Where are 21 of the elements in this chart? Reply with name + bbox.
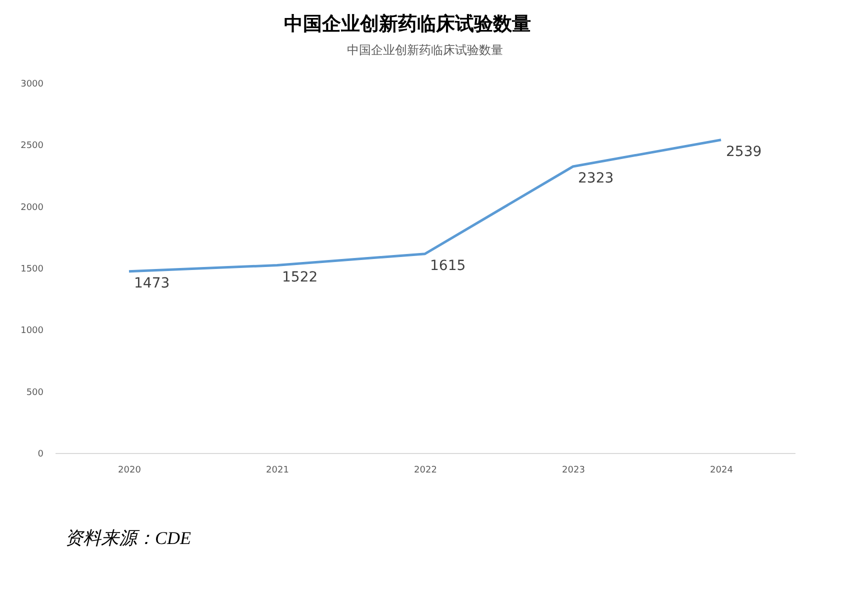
x-tick-label: 2022 [414, 466, 437, 476]
y-tick-label: 2500 [20, 141, 44, 152]
data-label: 1473 [134, 275, 170, 292]
y-tick-label: 0 [38, 450, 44, 460]
x-tick-label: 2020 [118, 466, 142, 476]
y-tick-label: 1000 [20, 326, 44, 336]
x-tick-label: 2023 [562, 466, 585, 476]
text: 资料来源：CDE [65, 528, 192, 548]
y-tick-label: 1500 [20, 264, 44, 274]
x-tick-label: 2021 [266, 466, 289, 476]
y-tick-label: 500 [26, 388, 44, 398]
chart-title: 中国企业创新药临床试验数量 [284, 13, 532, 35]
data-label: 1522 [282, 269, 318, 286]
data-label: 1615 [430, 258, 466, 274]
data-label: 2323 [578, 170, 614, 186]
x-tick-label: 2024 [710, 466, 734, 476]
chart-subtitle: 中国企业创新药临床试验数量 [347, 43, 503, 57]
y-tick-label: 3000 [20, 80, 44, 90]
data-label: 2539 [726, 144, 762, 160]
line-series [128, 138, 722, 273]
y-tick-label: 2000 [20, 202, 44, 213]
